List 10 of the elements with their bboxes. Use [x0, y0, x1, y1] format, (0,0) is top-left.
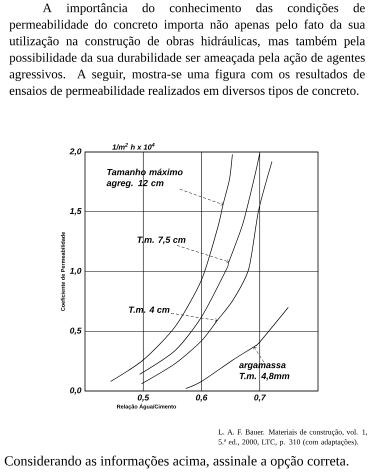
y-tick-label: 0,5: [70, 328, 82, 335]
x-tick-label: 0,6: [196, 394, 208, 402]
text: Considerando as informações acima, assinale a opção correta.: [4, 456, 348, 468]
y-tick-label: 1,0: [70, 268, 82, 276]
x-tick-label: 0,5: [138, 394, 150, 402]
y-tick-label: 2,0: [70, 148, 82, 156]
y-tick-label: 0,0: [70, 387, 82, 395]
x-tick-label: 0,7: [254, 394, 266, 402]
y-tick-label: 1,5: [70, 208, 82, 216]
text: A importância do conhecimento das condições de permeabilidade do concreto importa não apenas pelo fato da sua utilização na construção de obras hidráulicas, mas também pela possibilidade da sua durabilidade ser ameaçada pela ação de agentes agressivos. A seguir, mostra-se uma figura com os resultados de ensaios de permeabilidade realizados em diversos tipos de concreto.: [9, 3, 366, 98]
